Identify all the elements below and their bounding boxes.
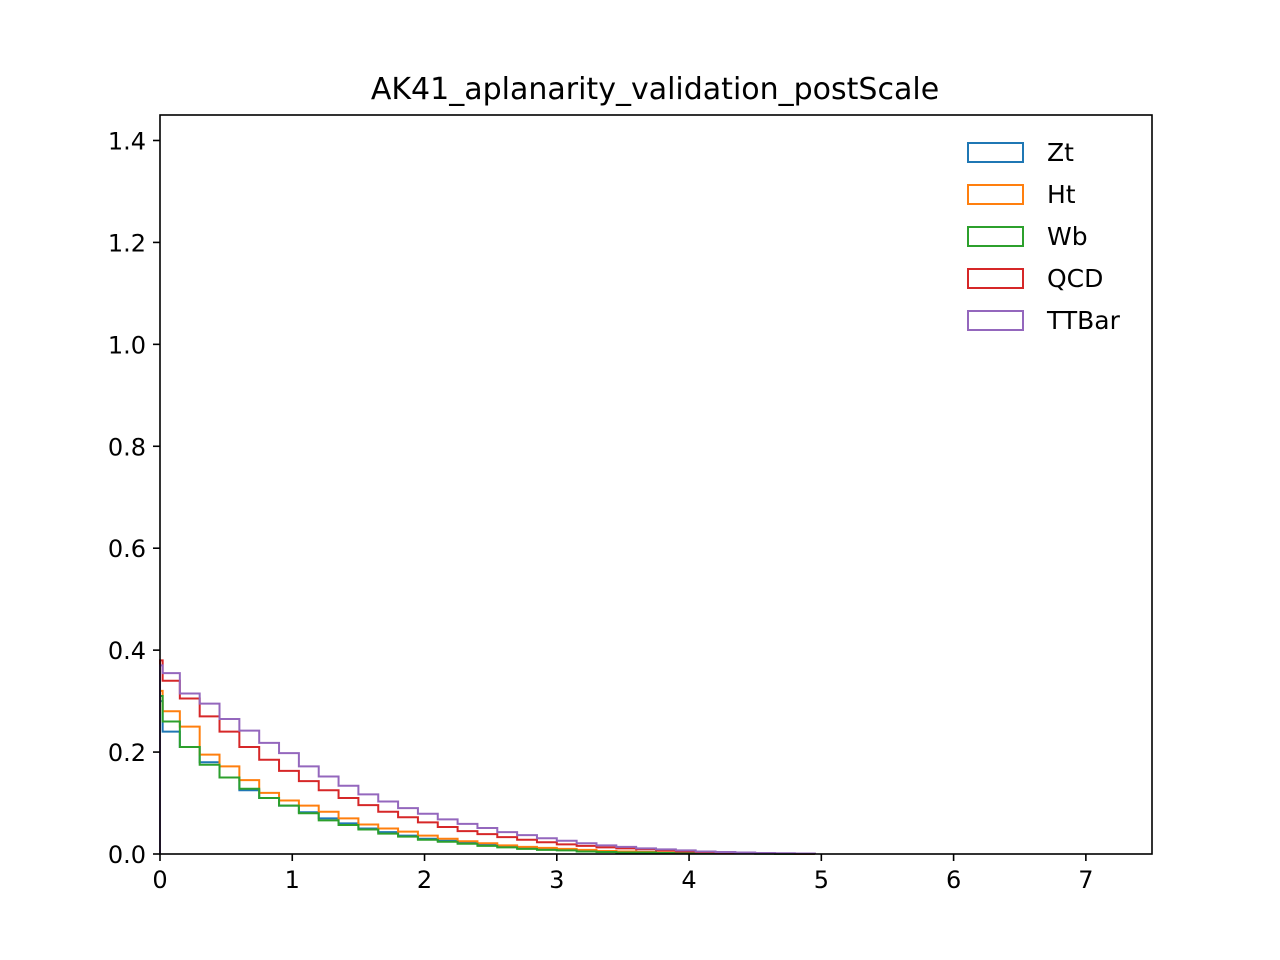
chart-title: AK41_aplanarity_validation_postScale — [371, 72, 939, 107]
x-tick-label: 6 — [946, 866, 961, 894]
x-tick-label: 7 — [1078, 866, 1093, 894]
series-ttbar-line — [159, 664, 816, 855]
legend: Zt Ht Wb QCD TTBar — [967, 138, 1121, 335]
x-tick-label: 3 — [549, 866, 564, 894]
x-tick-label: 2 — [417, 866, 432, 894]
y-tick-label: 0.8 — [108, 433, 146, 461]
series-wb-line — [159, 695, 816, 855]
plot-frame — [159, 114, 1153, 855]
y-tick-label: 0.2 — [108, 739, 146, 767]
legend-swatch-ttbar — [967, 310, 1024, 331]
legend-label-zt: Zt — [1047, 138, 1074, 167]
legend-swatch-ht — [967, 184, 1024, 205]
legend-label-ttbar: TTBar — [1046, 306, 1121, 335]
y-tick-label: 0.0 — [108, 841, 146, 869]
series-layer — [159, 659, 816, 855]
y-tick-label: 0.6 — [108, 535, 146, 563]
x-tick-label: 5 — [814, 866, 829, 894]
x-tick-label: 1 — [285, 866, 300, 894]
legend-label-ht: Ht — [1047, 180, 1076, 209]
y-tick-label: 1.4 — [108, 127, 146, 155]
y-tick-label: 0.4 — [108, 637, 146, 665]
legend-label-wb: Wb — [1047, 222, 1088, 251]
y-tick-label: 1.0 — [108, 331, 146, 359]
legend-label-qcd: QCD — [1047, 264, 1103, 293]
legend-swatch-wb — [967, 226, 1024, 247]
y-tick-label: 1.2 — [108, 229, 146, 257]
legend-swatch-qcd — [967, 268, 1024, 289]
x-tick-label: 0 — [152, 866, 167, 894]
x-tick-label: 4 — [681, 866, 696, 894]
axes-layer: 0 1 2 3 4 5 6 7 0.0 0.2 0.4 0.6 0.8 1.0 1.2 1.4 — [108, 114, 1153, 894]
legend-swatch-zt — [967, 142, 1024, 163]
